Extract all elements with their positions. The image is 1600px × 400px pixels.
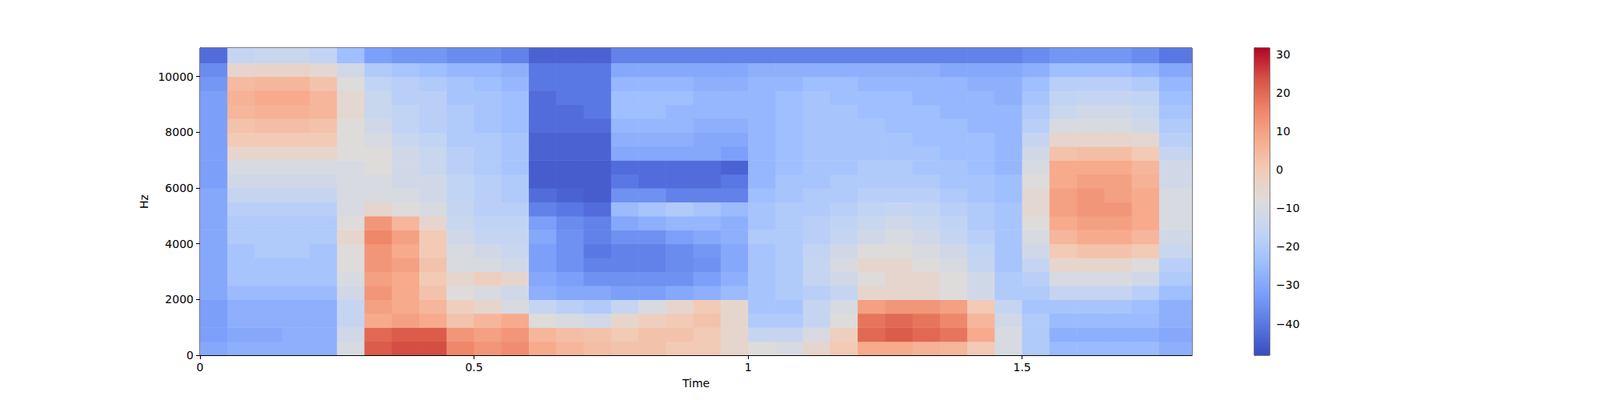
svg-text:0: 0 bbox=[1276, 163, 1284, 176]
svg-text:20: 20 bbox=[1276, 86, 1291, 100]
svg-text:10: 10 bbox=[1276, 124, 1291, 138]
svg-text:−40: −40 bbox=[1276, 317, 1300, 331]
svg-text:Time: Time bbox=[681, 376, 710, 390]
svg-text:6000: 6000 bbox=[164, 181, 194, 195]
svg-text:1: 1 bbox=[744, 360, 752, 374]
svg-text:2000: 2000 bbox=[164, 292, 194, 306]
svg-text:0.5: 0.5 bbox=[464, 360, 483, 374]
svg-text:10000: 10000 bbox=[157, 70, 194, 84]
svg-text:1.5: 1.5 bbox=[1012, 360, 1031, 374]
svg-text:30: 30 bbox=[1276, 48, 1291, 61]
svg-text:0: 0 bbox=[196, 360, 204, 374]
svg-text:8000: 8000 bbox=[164, 125, 194, 139]
svg-text:4000: 4000 bbox=[164, 237, 194, 251]
svg-text:Hz: Hz bbox=[137, 194, 151, 209]
svg-text:−10: −10 bbox=[1276, 201, 1300, 215]
svg-text:0: 0 bbox=[186, 348, 194, 362]
svg-text:−30: −30 bbox=[1276, 278, 1300, 292]
svg-text:−20: −20 bbox=[1276, 240, 1300, 253]
